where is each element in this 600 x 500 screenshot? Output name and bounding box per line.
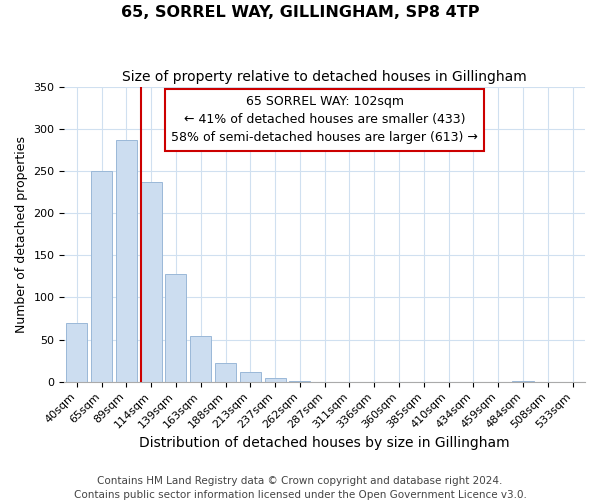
Bar: [265, 378, 286, 382]
Bar: [91, 171, 112, 382]
Bar: [116, 140, 137, 382]
Y-axis label: Number of detached properties: Number of detached properties: [15, 136, 28, 332]
Text: Contains HM Land Registry data © Crown copyright and database right 2024.
Contai: Contains HM Land Registry data © Crown c…: [74, 476, 526, 500]
Text: 65, SORREL WAY, GILLINGHAM, SP8 4TP: 65, SORREL WAY, GILLINGHAM, SP8 4TP: [121, 5, 479, 20]
Bar: [240, 372, 261, 382]
Bar: [512, 381, 533, 382]
Title: Size of property relative to detached houses in Gillingham: Size of property relative to detached ho…: [122, 70, 527, 84]
Bar: [140, 182, 162, 382]
X-axis label: Distribution of detached houses by size in Gillingham: Distribution of detached houses by size …: [139, 436, 510, 450]
Bar: [190, 336, 211, 382]
Bar: [215, 363, 236, 382]
Bar: [289, 381, 310, 382]
Bar: [166, 274, 187, 382]
Bar: [66, 322, 88, 382]
Text: 65 SORREL WAY: 102sqm
← 41% of detached houses are smaller (433)
58% of semi-det: 65 SORREL WAY: 102sqm ← 41% of detached …: [171, 96, 478, 144]
